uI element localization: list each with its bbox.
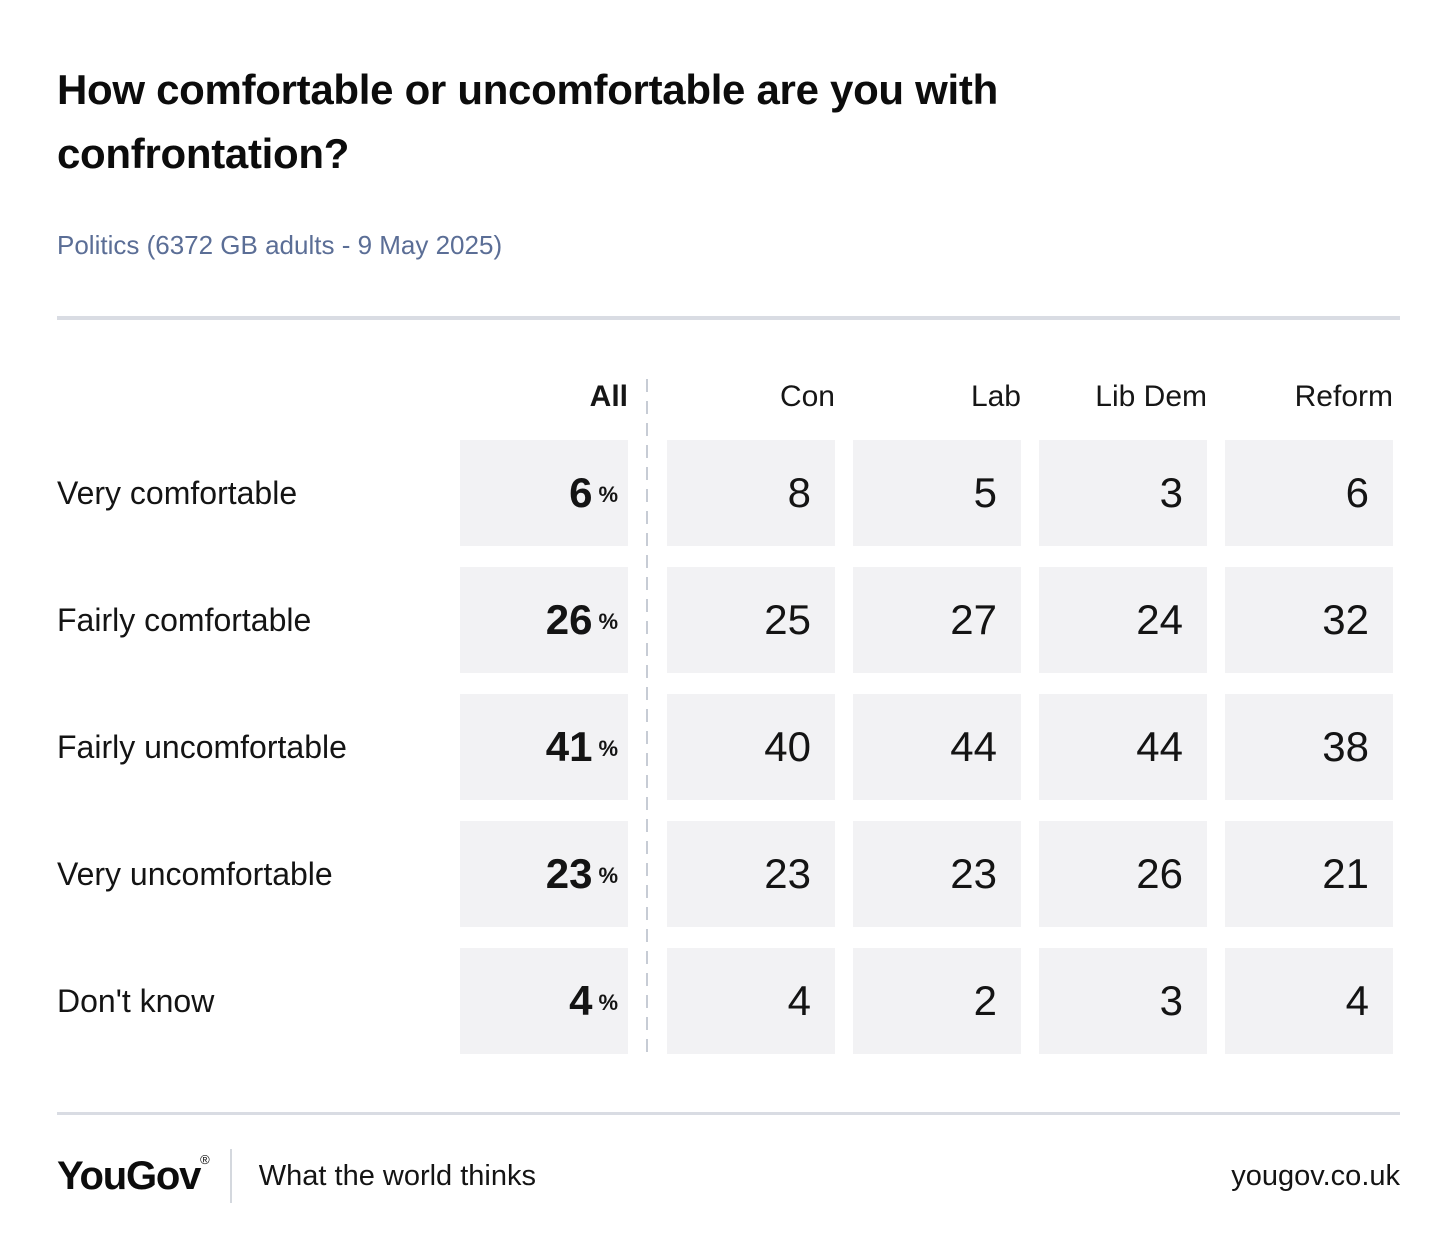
- libdem-value-cell: 26: [1039, 821, 1207, 927]
- row-label: Don't know: [57, 982, 215, 1019]
- reform-value: 32: [1322, 596, 1369, 643]
- row-label: Fairly uncomfortable: [57, 728, 347, 765]
- table-header-row: All Con Lab Lib Dem Reform: [57, 372, 1400, 414]
- column-header-all: All: [589, 380, 628, 413]
- table-row: Don't know 4% 4 2 3 4: [57, 948, 1400, 1054]
- con-value: 8: [787, 469, 811, 516]
- row-label: Fairly comfortable: [57, 601, 312, 638]
- lab-value-cell: 27: [853, 567, 1021, 673]
- reform-value-cell: 38: [1225, 694, 1393, 800]
- yougov-logo: YouGov®: [57, 1151, 210, 1199]
- lab-value: 23: [950, 850, 997, 897]
- table-row: Fairly uncomfortable 41% 40 44 44 38: [57, 694, 1400, 800]
- con-value: 4: [787, 977, 811, 1024]
- lab-value: 5: [973, 469, 997, 516]
- libdem-value: 3: [1159, 469, 1183, 516]
- all-value-cell: 41%: [460, 694, 628, 800]
- column-header-reform: Reform: [1294, 380, 1393, 413]
- all-value-cell: 26%: [460, 567, 628, 673]
- footer-vertical-divider: [229, 1149, 232, 1203]
- reform-value: 38: [1322, 723, 1369, 770]
- all-value-cell: 6%: [460, 440, 628, 546]
- con-value: 23: [764, 850, 811, 897]
- con-value-cell: 40: [667, 694, 835, 800]
- poll-subtitle: Politics (6372 GB adults - 9 May 2025): [57, 230, 503, 260]
- reform-value: 6: [1345, 469, 1369, 516]
- all-value: 26: [545, 596, 593, 643]
- column-header-lab: Lab: [970, 380, 1021, 413]
- registered-mark: ®: [200, 1151, 210, 1167]
- percent-sign: %: [598, 990, 618, 1015]
- all-value-cell: 23%: [460, 821, 628, 927]
- lab-value-cell: 23: [853, 821, 1021, 927]
- lab-value-cell: 44: [853, 694, 1021, 800]
- lab-value: 2: [973, 977, 997, 1024]
- reform-value-cell: 4: [1225, 948, 1393, 1054]
- reform-value-cell: 32: [1225, 567, 1393, 673]
- libdem-value: 24: [1136, 596, 1183, 643]
- yougov-logo-text: YouGov: [57, 1153, 201, 1198]
- bottom-divider: [57, 1112, 1400, 1115]
- libdem-value: 3: [1159, 977, 1183, 1024]
- con-value-cell: 25: [667, 567, 835, 673]
- table-row: Fairly comfortable 26% 25 27 24 32: [57, 567, 1400, 673]
- con-value-cell: 23: [667, 821, 835, 927]
- con-value: 25: [764, 596, 811, 643]
- table-row: Very uncomfortable 23% 23 23 26 21: [57, 821, 1400, 927]
- con-value: 40: [764, 723, 811, 770]
- top-divider: [57, 316, 1400, 320]
- reform-value: 21: [1322, 850, 1369, 897]
- percent-sign: %: [598, 482, 618, 507]
- all-value: 23: [545, 850, 593, 897]
- column-header-libdem: Lib Dem: [1095, 380, 1207, 413]
- results-table: All Con Lab Lib Dem Reform Very comforta…: [57, 372, 1400, 1054]
- row-label: Very uncomfortable: [57, 855, 333, 892]
- row-label: Very comfortable: [57, 474, 298, 511]
- percent-sign: %: [598, 609, 618, 634]
- con-value-cell: 4: [667, 948, 835, 1054]
- footer-tagline: What the world thinks: [258, 1159, 536, 1192]
- libdem-value-cell: 44: [1039, 694, 1207, 800]
- reform-value-cell: 6: [1225, 440, 1393, 546]
- reform-value: 4: [1345, 977, 1369, 1024]
- libdem-value-cell: 3: [1039, 948, 1207, 1054]
- reform-value-cell: 21: [1225, 821, 1393, 927]
- lab-value: 27: [950, 596, 997, 643]
- all-value: 4: [569, 977, 593, 1024]
- all-value-cell: 4%: [460, 948, 628, 1054]
- libdem-value-cell: 3: [1039, 440, 1207, 546]
- percent-sign: %: [598, 736, 618, 761]
- libdem-value-cell: 24: [1039, 567, 1207, 673]
- page-title: How comfortable or uncomfortable are you…: [57, 58, 1400, 186]
- con-value-cell: 8: [667, 440, 835, 546]
- all-vs-parties-dashed-divider: [646, 379, 648, 1052]
- libdem-value: 26: [1136, 850, 1183, 897]
- lab-value: 44: [950, 723, 997, 770]
- all-value: 41: [545, 723, 593, 770]
- column-header-con: Con: [779, 380, 835, 413]
- footer: YouGov® What the world thinks yougov.co.…: [57, 1149, 1400, 1203]
- footer-site-url: yougov.co.uk: [1231, 1159, 1400, 1192]
- lab-value-cell: 2: [853, 948, 1021, 1054]
- percent-sign: %: [598, 863, 618, 888]
- libdem-value: 44: [1136, 723, 1183, 770]
- page-title-line1: How comfortable or uncomfortable are you…: [57, 66, 998, 113]
- page-title-line2: confrontation?: [57, 130, 350, 177]
- lab-value-cell: 5: [853, 440, 1021, 546]
- all-value: 6: [569, 469, 593, 516]
- table-row: Very comfortable 6% 8 5 3 6: [57, 440, 1400, 546]
